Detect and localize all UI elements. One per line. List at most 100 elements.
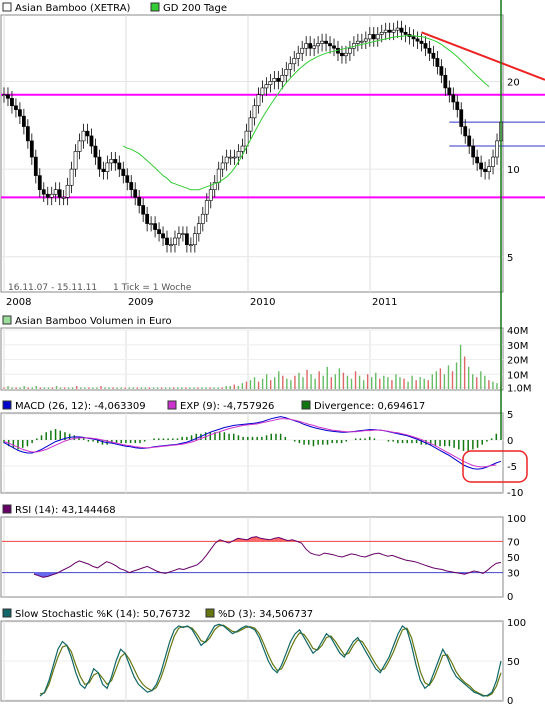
macd-y-tick: 0 bbox=[507, 436, 513, 447]
candle-body bbox=[487, 166, 491, 172]
candle-body bbox=[324, 40, 328, 44]
candle-body bbox=[117, 162, 122, 170]
stoch-legend: Slow Stochastic %K (14): 50,76732 %D (3)… bbox=[2, 608, 313, 620]
stoch-d-line bbox=[39, 624, 502, 697]
candle-body bbox=[177, 233, 181, 239]
candle-body bbox=[415, 38, 420, 42]
candle-body bbox=[292, 58, 297, 65]
candle-body bbox=[455, 101, 460, 110]
rsi-overbought-fill bbox=[251, 536, 257, 542]
rsi-y-tick: 50 bbox=[507, 553, 520, 564]
legend-gd200-label: GD 200 Tage bbox=[163, 3, 227, 14]
tick-note: 1 Tick = 1 Woche bbox=[113, 283, 192, 293]
volume-legend: Asian Bamboo Volumen in Euro bbox=[2, 315, 172, 327]
candle-body bbox=[367, 34, 372, 40]
rsi-line bbox=[33, 536, 502, 578]
candle-body bbox=[228, 156, 233, 159]
stoch-y-tick: 0 bbox=[507, 696, 513, 707]
trendline bbox=[421, 31, 545, 81]
candle-body bbox=[304, 43, 309, 49]
candle-body bbox=[495, 140, 499, 158]
candle-body bbox=[264, 84, 269, 89]
candle-body bbox=[113, 159, 118, 164]
volume-y-tick: 20M bbox=[507, 356, 528, 367]
macd-y-tick: -10 bbox=[507, 488, 523, 499]
candle-body bbox=[2, 94, 6, 97]
macd-y-tick: -5 bbox=[507, 462, 517, 473]
candle-body bbox=[463, 126, 468, 137]
gd200-line bbox=[123, 35, 490, 191]
legend-rsi-label: RSI (14): 43,144468 bbox=[15, 505, 116, 516]
legend-stoch-d-label: %D (3): 34,506737 bbox=[218, 609, 313, 620]
rsi-y-tick: 100 bbox=[507, 514, 526, 525]
candle-body bbox=[125, 175, 130, 183]
legend-swatch-price bbox=[2, 2, 12, 12]
candle-body bbox=[256, 94, 261, 107]
candle-body bbox=[49, 193, 54, 198]
candle-body bbox=[491, 156, 495, 167]
candle-body bbox=[141, 205, 146, 215]
legend-divergence-label: Divergence: 0,694617 bbox=[314, 401, 425, 412]
candle-body bbox=[200, 213, 205, 224]
candle-body bbox=[240, 145, 245, 152]
candle-body bbox=[45, 193, 50, 198]
candle-body bbox=[316, 43, 321, 47]
candle-body bbox=[371, 34, 376, 40]
date-range-note: 16.11.07 - 15.11.11 bbox=[8, 283, 97, 293]
rsi-series bbox=[2, 536, 503, 578]
candle-body bbox=[272, 78, 277, 82]
candle-body bbox=[208, 189, 213, 201]
candle-body bbox=[431, 52, 436, 59]
rsi-y-tick: 0 bbox=[507, 592, 513, 603]
candle-body bbox=[161, 233, 165, 239]
candle-body bbox=[89, 135, 94, 147]
axis-ticks: 2008 2009 2010 20112010540M30M20M10M1.0M50-… bbox=[6, 77, 532, 707]
candle-body bbox=[14, 105, 18, 110]
candle-body bbox=[308, 43, 313, 49]
candle-body bbox=[276, 78, 281, 82]
macd-legend: MACD (26, 12): -4,063309 EXP (9): -4,757… bbox=[2, 400, 425, 412]
candle-body bbox=[97, 156, 102, 170]
x-tick-label: 2008 bbox=[6, 297, 31, 308]
candle-body bbox=[10, 98, 14, 107]
volume-y-tick: 30M bbox=[507, 341, 528, 352]
candle-body bbox=[157, 229, 161, 235]
candle-body bbox=[375, 34, 380, 40]
candle-body bbox=[236, 151, 241, 158]
x-tick-label: 2009 bbox=[128, 297, 153, 308]
candle-body bbox=[395, 27, 400, 31]
candle-body bbox=[212, 182, 217, 190]
candle-body bbox=[296, 52, 301, 59]
candle-body bbox=[252, 105, 257, 119]
volume-y-tick: 10M bbox=[507, 370, 528, 381]
candle-body bbox=[173, 237, 177, 246]
price-y-tick: 5 bbox=[507, 253, 513, 264]
rsi-oversold-fill bbox=[47, 572, 53, 577]
candle-body bbox=[85, 130, 90, 137]
candle-body bbox=[153, 223, 157, 230]
macd-y-tick: 5 bbox=[507, 410, 513, 421]
candle-body bbox=[53, 189, 58, 195]
rsi-panel bbox=[0, 516, 504, 598]
legend-swatch-stoch-k bbox=[2, 608, 12, 618]
candle-body bbox=[459, 109, 464, 127]
candle-body bbox=[479, 162, 484, 170]
candle-body bbox=[192, 233, 197, 246]
price-y-tick: 10 bbox=[507, 165, 520, 176]
candle-body bbox=[348, 47, 352, 54]
candle-body bbox=[447, 87, 452, 96]
candle-body bbox=[383, 29, 388, 33]
legend-swatch-gd200 bbox=[150, 2, 160, 12]
x-tick-label: 2011 bbox=[372, 297, 397, 308]
candle-body bbox=[280, 74, 285, 82]
candle-body bbox=[403, 31, 408, 35]
candle-body bbox=[340, 52, 344, 57]
candle-body bbox=[483, 168, 487, 172]
candle-body bbox=[427, 47, 432, 54]
candle-body bbox=[169, 244, 173, 247]
candle-body bbox=[6, 94, 10, 99]
candle-body bbox=[391, 29, 396, 33]
candle-body bbox=[149, 223, 154, 225]
candle-body bbox=[300, 47, 305, 54]
